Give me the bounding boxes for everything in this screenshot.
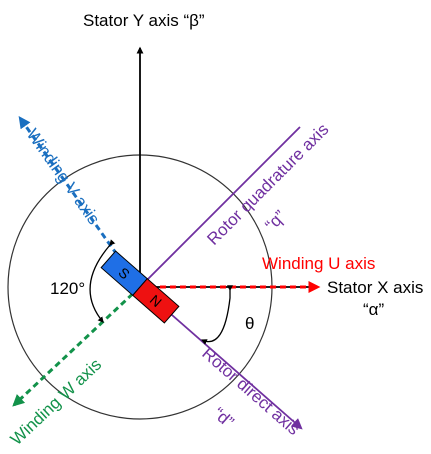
magnet-north-pole [132, 278, 180, 324]
rotor-quadrature-axis [139, 126, 301, 288]
alpha-label: “α” [363, 300, 384, 319]
winding-w-axis [12, 285, 142, 407]
angle-120-arc [89, 239, 116, 323]
stator-x-label: Stator X axis [327, 278, 423, 297]
stator-y-label: Stator Y axis “β” [83, 11, 205, 30]
winding-w-label: Winding W axis [7, 355, 105, 449]
angle-120-label: 120° [50, 279, 85, 298]
winding-u-label: Winding U axis [262, 254, 375, 273]
theta-label: θ [245, 314, 254, 333]
rotor-magnet: S N [100, 250, 180, 324]
winding-v-label: Winding V axis [23, 125, 104, 228]
theta-arc [200, 285, 233, 345]
q-symbol: “q” [261, 206, 289, 234]
d-symbol: “d” [209, 404, 237, 432]
